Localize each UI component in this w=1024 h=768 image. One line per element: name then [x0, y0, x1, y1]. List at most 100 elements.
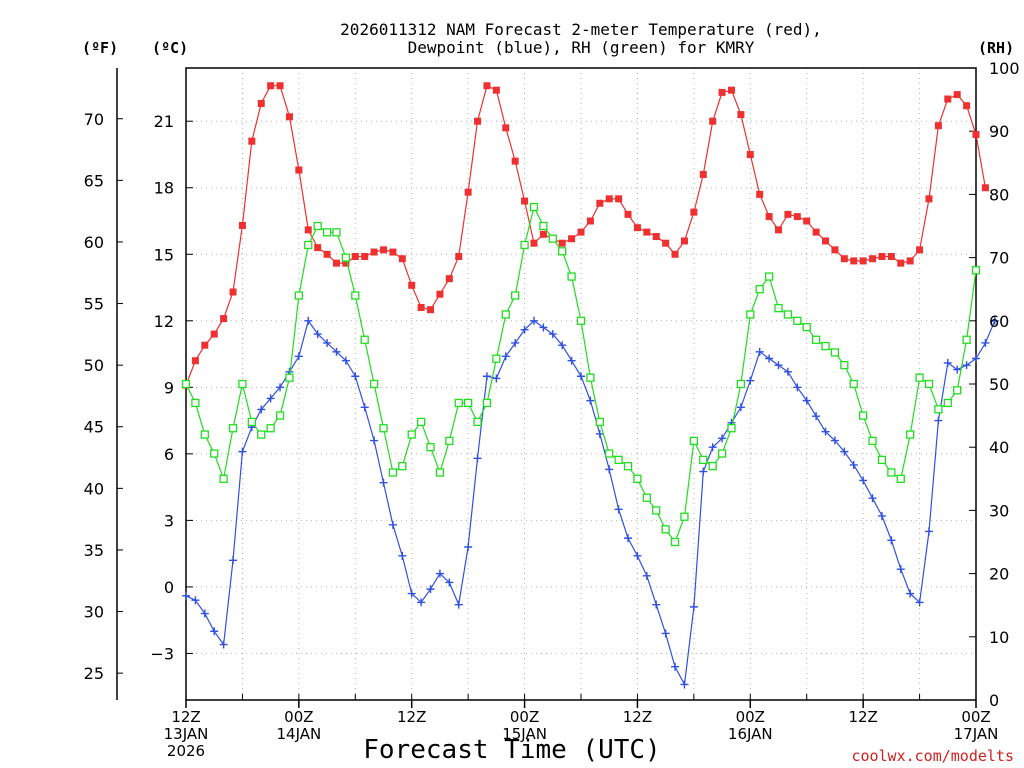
temperature-point [972, 131, 980, 139]
chart-title-line1: 2026011312 NAM Forecast 2-meter Temperat… [340, 20, 822, 39]
rh-point [567, 272, 576, 281]
dewpoint-point [323, 338, 332, 347]
dewpoint-point [229, 556, 238, 565]
rh-point [473, 417, 482, 427]
dewpoint-point [830, 436, 839, 445]
rh-tick-label: 40 [989, 438, 1009, 457]
rh-point [304, 240, 313, 250]
rh-point [539, 221, 548, 231]
rh-point [943, 398, 952, 408]
rh-point [971, 266, 981, 275]
temperature-point [981, 184, 989, 192]
fahrenheit-tick-label: 55 [84, 295, 104, 314]
rh-series [181, 202, 981, 547]
dewpoint-point [990, 316, 999, 325]
rh-point [727, 424, 736, 433]
dewpoint-point [200, 609, 209, 618]
dewpoint-point [191, 596, 200, 605]
temperature-point [916, 246, 924, 254]
dewpoint-point [802, 396, 811, 405]
dewpoint-point [567, 356, 576, 365]
rh-point [463, 398, 473, 408]
dewpoint-point [633, 551, 642, 560]
temperature-point [925, 195, 933, 203]
rh-point [266, 424, 275, 433]
rh-point [896, 474, 905, 483]
rh-point [341, 253, 351, 262]
rh-point [774, 304, 783, 313]
temperature-point [276, 82, 284, 90]
dewpoint-point [351, 372, 360, 381]
temperature-series [182, 82, 989, 389]
celsius-tick-label: 15 [154, 245, 174, 264]
temperature-point [342, 259, 350, 267]
temperature-point [718, 88, 726, 96]
dewpoint-point [257, 405, 266, 414]
rh-point [924, 379, 934, 389]
dewpoint-point [614, 505, 623, 514]
dewpoint-point [680, 680, 689, 689]
rh-point [717, 449, 727, 458]
temperature-point [530, 239, 538, 247]
dewpoint-point [906, 589, 915, 598]
temperature-point [417, 303, 425, 311]
dewpoint-point [529, 316, 538, 325]
temperature-point [248, 137, 256, 145]
temperature-point [859, 257, 867, 265]
rh-point [482, 398, 492, 408]
rh-point [953, 386, 962, 395]
rh-point [605, 449, 614, 458]
celsius-unit-label: (ºC) [152, 39, 188, 57]
temperature-point [285, 113, 293, 121]
fahrenheit-tick-label: 40 [84, 479, 104, 498]
rh-point [275, 411, 285, 420]
dewpoint-point [877, 511, 886, 520]
temperature-line [185, 84, 986, 386]
x-tick-label: 12Z 13JAN 2026 [164, 708, 209, 760]
rh-point [915, 373, 924, 382]
dewpoint-point [238, 447, 247, 456]
temperature-point [953, 91, 961, 99]
x-axis-label: Forecast Time (UTC) [363, 735, 660, 765]
dewpoint-point [605, 465, 614, 474]
temperature-point [633, 224, 641, 232]
dewpoint-point [454, 600, 463, 609]
fahrenheit-tick-label: 30 [84, 603, 104, 622]
temperature-point [822, 237, 830, 245]
temperature-point [398, 255, 406, 263]
rh-point [360, 335, 369, 344]
dewpoint-point [783, 367, 792, 376]
rh-point [699, 455, 708, 464]
celsius-tick-label: 9 [164, 378, 174, 397]
dewpoint-point [341, 356, 350, 365]
rh-point [501, 310, 510, 319]
rh-point [257, 430, 266, 439]
x-tick-label: 12Z [397, 708, 426, 726]
temperature-point [746, 150, 754, 158]
rh-point [181, 379, 191, 389]
dewpoint-point [671, 662, 680, 671]
dewpoint-point [774, 361, 783, 370]
dewpoint-point [482, 372, 491, 381]
dewpoint-point [210, 627, 219, 636]
temperature-point [577, 228, 585, 236]
rh-tick-label: 80 [989, 185, 1009, 204]
dewpoint-point [586, 396, 595, 405]
dewpoint-point [812, 412, 821, 421]
temperature-point [699, 170, 707, 178]
rh-point [548, 234, 557, 243]
dewpoint-point [689, 602, 698, 611]
rh-point [435, 468, 445, 477]
dewpoint-point [520, 325, 529, 334]
temperature-point [521, 197, 529, 205]
dewpoint-point [736, 403, 745, 412]
fahrenheit-tick-label: 45 [84, 418, 104, 437]
temperature-point [455, 252, 463, 260]
temperature-point [229, 288, 237, 296]
rh-point [689, 436, 699, 446]
temperature-point [295, 166, 303, 174]
rh-point [642, 493, 651, 502]
rh-point [633, 474, 642, 483]
dewpoint-point [868, 494, 877, 503]
temperature-point [906, 257, 914, 265]
